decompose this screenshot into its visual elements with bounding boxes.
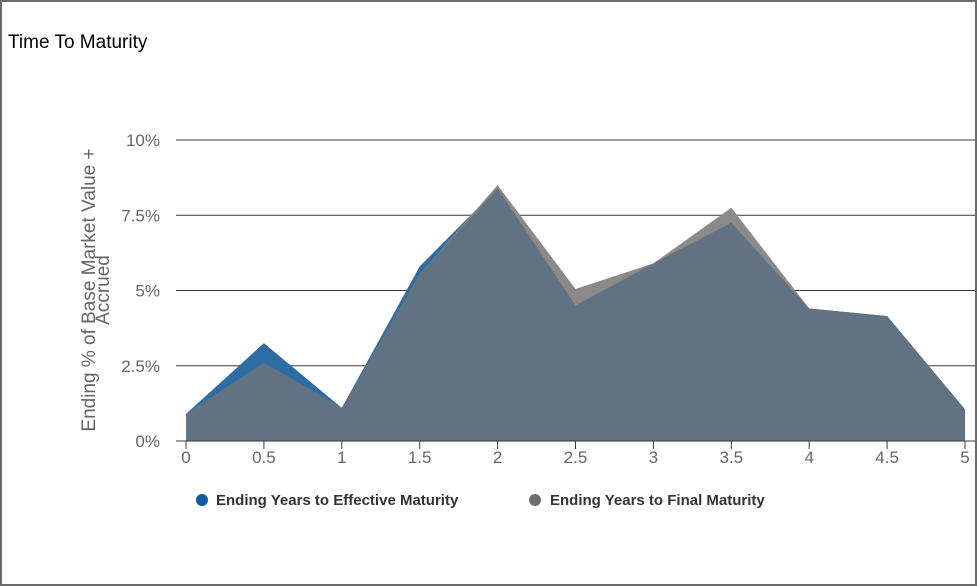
y-tick-label: 0% (135, 432, 160, 451)
x-tick-label: 5 (960, 448, 969, 467)
y-tick-label: 7.5% (121, 206, 160, 225)
y-tick-label: 10% (126, 131, 160, 150)
x-tick-label: 2.5 (564, 448, 588, 467)
x-tick-label: 4.5 (875, 448, 899, 467)
legend-label: Ending Years to Final Maturity (550, 492, 765, 509)
legend-item[interactable]: Ending Years to Effective Maturity (196, 492, 459, 509)
chart-title: Time To Maturity (8, 32, 148, 53)
series-area-overlap (186, 188, 965, 441)
legend-marker (196, 494, 208, 506)
y-tick-label: 5% (135, 282, 160, 301)
x-tick-label: 1.5 (408, 448, 432, 467)
x-tick-label: 0.5 (252, 448, 276, 467)
legend-item[interactable]: Ending Years to Final Maturity (529, 492, 765, 509)
x-tick-label: 4 (804, 448, 813, 467)
x-tick-label: 0 (181, 448, 190, 467)
x-tick-label: 3.5 (719, 448, 743, 467)
y-axis-label: Ending % of Base Market Value +Accrued (79, 148, 114, 431)
y-tick-label: 2.5% (121, 357, 160, 376)
x-tick-label: 2 (493, 448, 502, 467)
y-axis-label-line-1: Ending % of Base Market Value + (79, 148, 100, 431)
x-tick-label: 1 (337, 448, 346, 467)
legend-label: Ending Years to Effective Maturity (216, 492, 459, 509)
y-axis-label-line-2: Accrued (93, 255, 114, 325)
x-tick-label: 3 (649, 448, 658, 467)
legend-marker (529, 494, 541, 506)
